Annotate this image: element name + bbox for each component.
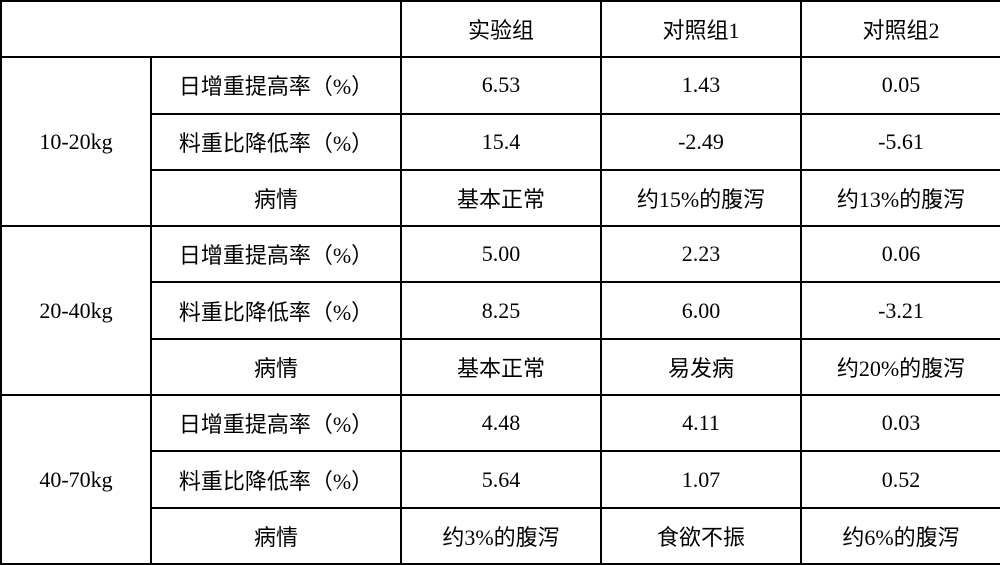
table-row: 病情 约3%的腹泻 食欲不振 约6%的腹泻	[1, 508, 1000, 564]
table-row: 10-20kg 日增重提高率（%） 6.53 1.43 0.05	[1, 57, 1000, 113]
value-cell: 5.00	[401, 226, 601, 282]
data-table: 实验组 对照组1 对照组2 10-20kg 日增重提高率（%） 6.53 1.4…	[0, 0, 1000, 565]
value-cell: 1.07	[601, 451, 801, 507]
metric-cell: 病情	[151, 339, 401, 395]
value-cell: 约20%的腹泻	[801, 339, 1000, 395]
value-cell: 1.43	[601, 57, 801, 113]
value-cell: 0.05	[801, 57, 1000, 113]
table-row: 料重比降低率（%） 15.4 -2.49 -5.61	[1, 114, 1000, 170]
value-cell: 4.48	[401, 395, 601, 451]
metric-cell: 料重比降低率（%）	[151, 451, 401, 507]
value-cell: 约15%的腹泻	[601, 170, 801, 226]
value-cell: 6.00	[601, 282, 801, 338]
header-control2: 对照组2	[801, 1, 1000, 57]
value-cell: -3.21	[801, 282, 1000, 338]
value-cell: -5.61	[801, 114, 1000, 170]
header-experimental: 实验组	[401, 1, 601, 57]
metric-cell: 料重比降低率（%）	[151, 282, 401, 338]
metric-cell: 日增重提高率（%）	[151, 395, 401, 451]
metric-cell: 病情	[151, 170, 401, 226]
weight-cell: 20-40kg	[1, 226, 151, 395]
value-cell: 0.03	[801, 395, 1000, 451]
value-cell: 0.52	[801, 451, 1000, 507]
value-cell: 约6%的腹泻	[801, 508, 1000, 564]
metric-cell: 料重比降低率（%）	[151, 114, 401, 170]
value-cell: 约3%的腹泻	[401, 508, 601, 564]
header-row: 实验组 对照组1 对照组2	[1, 1, 1000, 57]
value-cell: 0.06	[801, 226, 1000, 282]
header-blank	[1, 1, 401, 57]
table-row: 料重比降低率（%） 5.64 1.07 0.52	[1, 451, 1000, 507]
table-row: 20-40kg 日增重提高率（%） 5.00 2.23 0.06	[1, 226, 1000, 282]
value-cell: -2.49	[601, 114, 801, 170]
weight-cell: 10-20kg	[1, 57, 151, 226]
value-cell: 易发病	[601, 339, 801, 395]
table-row: 病情 基本正常 约15%的腹泻 约13%的腹泻	[1, 170, 1000, 226]
metric-cell: 病情	[151, 508, 401, 564]
table-row: 病情 基本正常 易发病 约20%的腹泻	[1, 339, 1000, 395]
value-cell: 约13%的腹泻	[801, 170, 1000, 226]
value-cell: 食欲不振	[601, 508, 801, 564]
metric-cell: 日增重提高率（%）	[151, 226, 401, 282]
value-cell: 基本正常	[401, 339, 601, 395]
value-cell: 5.64	[401, 451, 601, 507]
value-cell: 6.53	[401, 57, 601, 113]
table-row: 料重比降低率（%） 8.25 6.00 -3.21	[1, 282, 1000, 338]
value-cell: 2.23	[601, 226, 801, 282]
table-row: 40-70kg 日增重提高率（%） 4.48 4.11 0.03	[1, 395, 1000, 451]
value-cell: 基本正常	[401, 170, 601, 226]
value-cell: 4.11	[601, 395, 801, 451]
metric-cell: 日增重提高率（%）	[151, 57, 401, 113]
value-cell: 15.4	[401, 114, 601, 170]
header-control1: 对照组1	[601, 1, 801, 57]
weight-cell: 40-70kg	[1, 395, 151, 564]
value-cell: 8.25	[401, 282, 601, 338]
